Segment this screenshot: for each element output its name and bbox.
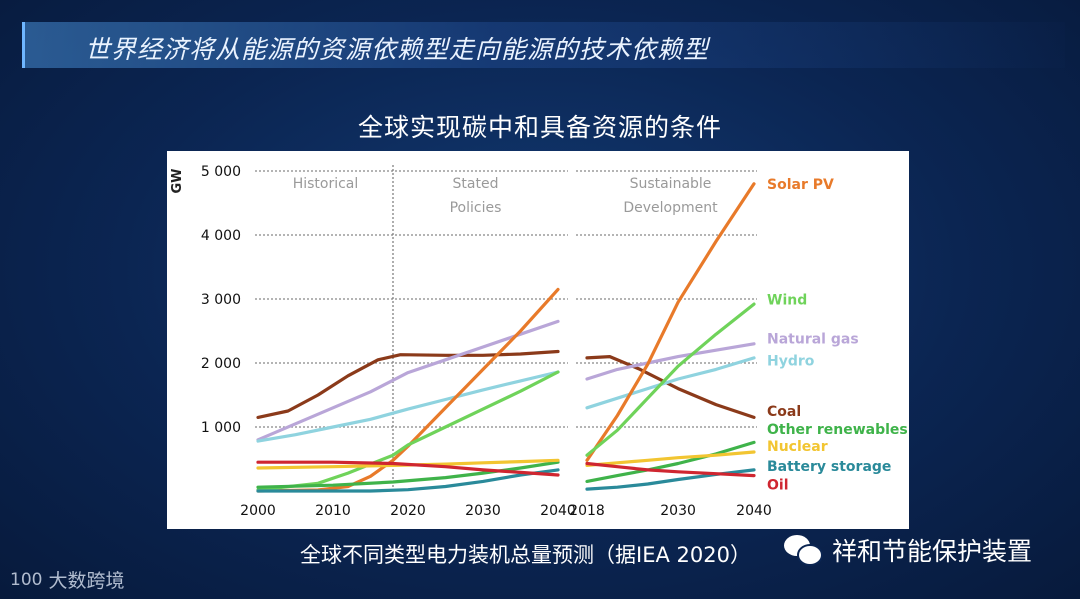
legend-coal: Coal bbox=[767, 404, 801, 420]
brand-name: 祥和节能保护装置 bbox=[832, 537, 1033, 566]
x-tick-label: 2030 bbox=[465, 503, 501, 519]
series-line-battery-storage bbox=[256, 468, 560, 493]
watermark: 100 大数跨境 bbox=[10, 566, 124, 593]
brand-badge: 祥和节能保护装置 bbox=[784, 530, 1032, 570]
y-tick-label: 4 000 bbox=[201, 228, 241, 244]
region-label: Stated bbox=[453, 176, 499, 192]
chart-panel: GW 1 000 2 000 3 000 4 000 5 000 Historical Sta… bbox=[167, 151, 909, 529]
region-label: Development bbox=[623, 200, 718, 216]
series-line-wind bbox=[585, 302, 756, 457]
x-tick-label: 2010 bbox=[315, 503, 351, 519]
chart-svg: GW 1 000 2 000 3 000 4 000 5 000 Historical Sta… bbox=[170, 164, 908, 519]
legend-solar-pv: Solar PV bbox=[767, 177, 834, 193]
series-line-oil bbox=[256, 460, 560, 477]
x-tick-label: 2030 bbox=[660, 503, 696, 519]
banner-title: 世界经济将从能源的资源依赖型走向能源的技术依赖型 bbox=[85, 35, 710, 64]
x-tick-label: 2040 bbox=[540, 503, 576, 519]
region-label: Sustainable bbox=[630, 176, 712, 192]
legend-oil: Oil bbox=[767, 478, 789, 494]
series-line-coal bbox=[585, 355, 756, 419]
legend-wind: Wind bbox=[767, 293, 807, 309]
series-line-hydro bbox=[585, 356, 756, 410]
series-line-natural-gas bbox=[256, 319, 560, 442]
series-line-nuclear bbox=[585, 450, 756, 467]
legend-hydro: Hydro bbox=[767, 353, 815, 369]
legend-natural-gas: Natural gas bbox=[767, 332, 859, 348]
chart-title: 全球实现碳中和具备资源的条件 bbox=[357, 113, 722, 142]
series-line-other-renewables bbox=[256, 460, 560, 489]
y-tick-label: 3 000 bbox=[201, 292, 241, 308]
series-line-nuclear bbox=[256, 458, 560, 470]
title-banner: 世界经济将从能源的资源依赖型走向能源的技术依赖型 bbox=[22, 22, 1065, 68]
series-line-solar-pv bbox=[256, 287, 560, 493]
wechat-icon bbox=[784, 533, 824, 567]
series-line-oil bbox=[585, 461, 756, 478]
region-label: Policies bbox=[450, 200, 502, 216]
region-label: Historical bbox=[293, 176, 359, 192]
chart-caption: 全球不同类型电力装机总量预测（据IEA 2020） bbox=[300, 543, 751, 567]
watermark-logo: 100 bbox=[10, 569, 43, 590]
series-line-hydro bbox=[256, 370, 560, 443]
x-tick-label: 2020 bbox=[390, 503, 426, 519]
y-tick-label: 2 000 bbox=[201, 356, 241, 372]
watermark-text: 大数跨境 bbox=[48, 570, 125, 592]
x-tick-label: 2040 bbox=[736, 503, 772, 519]
legend-nuclear: Nuclear bbox=[767, 439, 828, 455]
x-tick-label: 2000 bbox=[240, 503, 276, 519]
x-tick-label: 2018 bbox=[569, 503, 605, 519]
series-line-coal bbox=[256, 349, 560, 419]
legend-battery-storage: Battery storage bbox=[767, 459, 891, 475]
legend-other-renewables: Other renewables bbox=[767, 422, 908, 438]
series-line-wind bbox=[256, 370, 560, 492]
series-line-solar-pv bbox=[585, 182, 756, 462]
series-line-other-renewables bbox=[585, 440, 756, 483]
series-line-natural-gas bbox=[585, 342, 756, 381]
y-axis-label: GW bbox=[170, 168, 185, 193]
y-tick-label: 5 000 bbox=[201, 164, 241, 180]
y-tick-label: 1 000 bbox=[201, 420, 241, 436]
